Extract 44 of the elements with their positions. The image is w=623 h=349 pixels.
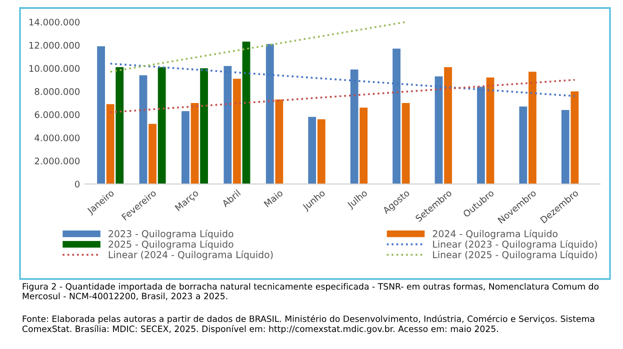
bar [106,104,114,184]
bar [392,48,400,184]
y-tick-label: 6.000.000 [34,111,80,118]
y-tick-label: 12.000.000 [29,42,80,49]
bar [190,103,199,184]
y-tick-label: 10.000.000 [29,65,80,72]
bar [116,67,124,184]
bar [519,106,528,184]
bar [224,66,232,184]
bar [308,116,316,184]
bar [148,124,156,184]
bar [97,46,105,184]
bar [158,67,166,184]
bar [434,76,443,184]
bar [200,68,208,184]
bar [444,67,452,184]
bar [350,69,358,184]
legend-label: 2023 - Quilograma Líquido [108,230,234,240]
bar [486,78,494,184]
source-note: Fonte: Elaborada pelas autoras a partir de dados de BRASIL. Ministério do Desenvolvimento, Indústria, Comércio e Serviços. Sistema ComexStat. Brasília: MDIC: SECEX, 2025. Disponível em: http://comexstat.mdic.gov.br. Acesso em: maio 2025. [22,315,594,334]
y-tick-label: 8.000.000 [34,88,80,95]
bar [242,42,250,184]
bar [139,75,148,184]
legend-label: 2024 - Quilograma Líquido [432,230,558,240]
y-tick-label: 0 [74,180,80,188]
bar [182,111,190,184]
legend-label: Linear (2024 - Quilograma Líquido) [108,250,273,260]
y-tick-label: 2.000.000 [34,158,80,164]
bar [266,44,274,184]
text: Figura 2 - Quantidade importada de borracha natural tecnicamente especificada - TSNR- em outras formas, Nomenclatura Comum do Mercosul - NCM-40012200, Brasil, 2023 a 2025. [22,283,599,300]
bar [570,91,579,184]
y-tick-label: 14.000.000 [29,18,80,26]
legend-label: Linear (2025 - Quilograma Líquido) [433,250,597,260]
bar [561,110,570,184]
bar [477,86,485,184]
bar [528,72,536,184]
y-tick-label: 4.000.000 [34,134,80,142]
bar [402,103,410,184]
bar [317,119,326,184]
bar [360,108,368,184]
legend-label: 2025 - Quilograma Líquido [108,240,234,250]
bar [233,78,241,184]
legend-label: Linear (2023 - Quilograma Líquido) [433,240,597,250]
bar [275,100,284,184]
